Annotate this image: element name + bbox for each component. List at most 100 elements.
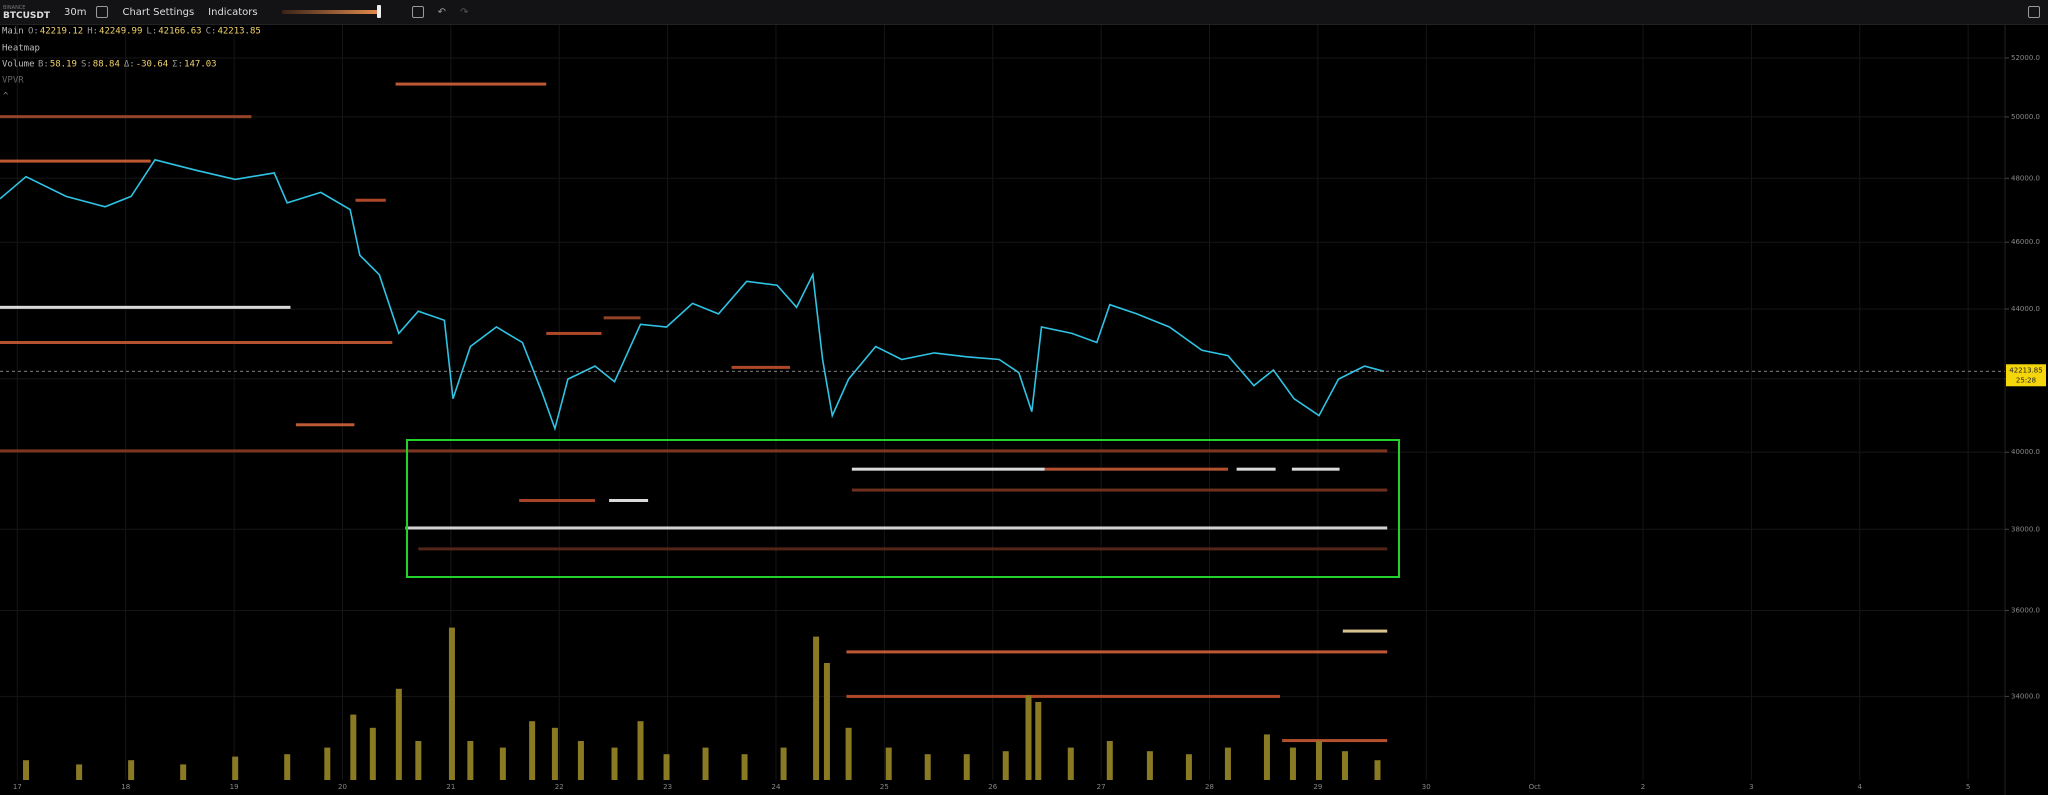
heatmap-level (0, 449, 1388, 453)
volume-bar (924, 754, 931, 780)
candle-type-icon[interactable] (96, 6, 109, 18)
drawn-rectangle (406, 439, 1400, 578)
volume-key: Σ: (172, 60, 183, 70)
volume-bar (813, 636, 820, 780)
x-tick-label: 22 (555, 783, 564, 791)
x-tick-label: 30 (1422, 783, 1431, 791)
x-tick-label: 17 (13, 783, 22, 791)
volume-bar (551, 727, 558, 780)
x-tick-label: 2 (1641, 783, 1645, 791)
countdown: 25:28 (2016, 376, 2036, 384)
volume-bar (369, 727, 376, 780)
volume-bar (350, 714, 357, 780)
x-tick-label: 29 (1313, 783, 1322, 791)
x-tick-label: 23 (663, 783, 672, 791)
volume-bar (1106, 741, 1113, 780)
toolbar: BINANCE BTCUSDT 30m Chart Settings Indic… (0, 0, 2048, 25)
symbol: BTCUSDT (3, 11, 51, 21)
heatmap-level (1044, 467, 1228, 471)
volume-bar (823, 663, 830, 780)
heatmap-level (846, 694, 1280, 698)
last-price-label: 42213.85 (2009, 366, 2042, 374)
x-tick-label: 20 (338, 783, 347, 791)
x-tick-label: 4 (1858, 783, 1863, 791)
heatmap-slider[interactable] (281, 5, 381, 18)
undo[interactable]: ↶ (437, 6, 446, 18)
heatmap-level (0, 115, 252, 119)
volume-bar (1146, 751, 1153, 780)
ohlc-value: 42249.99 (99, 27, 142, 37)
volume-bar (180, 764, 187, 780)
heatmap-level (851, 467, 1045, 471)
volume-bar (1035, 702, 1042, 780)
y-tick-label: 46000.0 (2011, 238, 2040, 246)
volume-bar (780, 747, 787, 780)
volume-bar (1374, 760, 1381, 780)
x-tick-label: 28 (1205, 783, 1214, 791)
y-tick-label: 44000.0 (2011, 305, 2040, 313)
volume-bar (448, 627, 455, 780)
heatmap-level (1282, 739, 1388, 743)
interval[interactable]: 30m (64, 6, 87, 18)
heatmap-level (418, 547, 1388, 551)
indicators[interactable]: Indicators (208, 6, 258, 18)
x-tick-label: 19 (230, 783, 239, 791)
volume-bar (1224, 747, 1231, 780)
chart-settings[interactable]: Chart Settings (122, 6, 195, 18)
y-tick-label: 36000.0 (2011, 607, 2040, 615)
collapse-caret[interactable]: ^ (3, 92, 9, 102)
volume-bar (885, 747, 892, 780)
volume-bar (23, 760, 30, 780)
volume-bar (637, 721, 644, 780)
legend-heatmap: Heatmap (2, 44, 40, 54)
volume-bar (1002, 751, 1009, 780)
heatmap-level (609, 498, 649, 502)
volume-bar (284, 754, 291, 780)
y-tick-label: 40000.0 (2011, 448, 2040, 456)
heatmap-level (1236, 467, 1276, 471)
volume-key: S: (81, 60, 92, 70)
volume-bar (1289, 747, 1296, 780)
volume-bar (845, 727, 852, 780)
volume-bar (395, 688, 402, 780)
legend: Main Heatmap Volume VPVR ^ O: 42219.12 H: 4… (2, 27, 261, 102)
ohlc-key: C: (206, 27, 217, 37)
ohlc-key: O: (28, 27, 39, 37)
x-tick-label: Oct (1529, 783, 1541, 791)
volume-value: -30.64 (136, 60, 169, 70)
heatmap-level (851, 488, 1388, 492)
heatmap-level (355, 198, 386, 202)
volume-bar (577, 741, 584, 780)
heatmap-level (519, 498, 595, 502)
heatmap-level (0, 305, 291, 309)
volume-key: B: (38, 60, 49, 70)
ohlc-value: 42166.63 (158, 27, 201, 37)
volume-bar (1315, 741, 1322, 780)
volume-bar (702, 747, 709, 780)
x-tick-label: 27 (1097, 783, 1106, 791)
volume-bar (1185, 754, 1192, 780)
volume-bar (1067, 747, 1074, 780)
y-tick-label: 52000.0 (2011, 54, 2040, 62)
heatmap-level (395, 82, 547, 86)
heatmap-level (1342, 629, 1388, 633)
volume-bar (529, 721, 536, 780)
last-price-box (2006, 364, 2046, 387)
redo[interactable]: ↷ (459, 6, 469, 18)
screenshot[interactable] (2028, 6, 2040, 18)
symbol-box[interactable]: BINANCE BTCUSDT (3, 4, 51, 21)
volume-bar (1341, 751, 1348, 780)
volume-bar (1025, 695, 1032, 780)
volume-bar (741, 754, 748, 780)
x-tick-label: 18 (121, 783, 130, 791)
toggle-icon[interactable] (411, 6, 424, 18)
x-tick-label: 25 (880, 783, 889, 791)
volume-bar (1263, 734, 1270, 780)
volume-bar (663, 754, 670, 780)
volume-bar (963, 754, 970, 780)
volume-bar (76, 764, 83, 780)
exchange: BINANCE (3, 5, 26, 11)
price-line (0, 158, 1385, 432)
legend-vpvr: VPVR (2, 76, 24, 86)
